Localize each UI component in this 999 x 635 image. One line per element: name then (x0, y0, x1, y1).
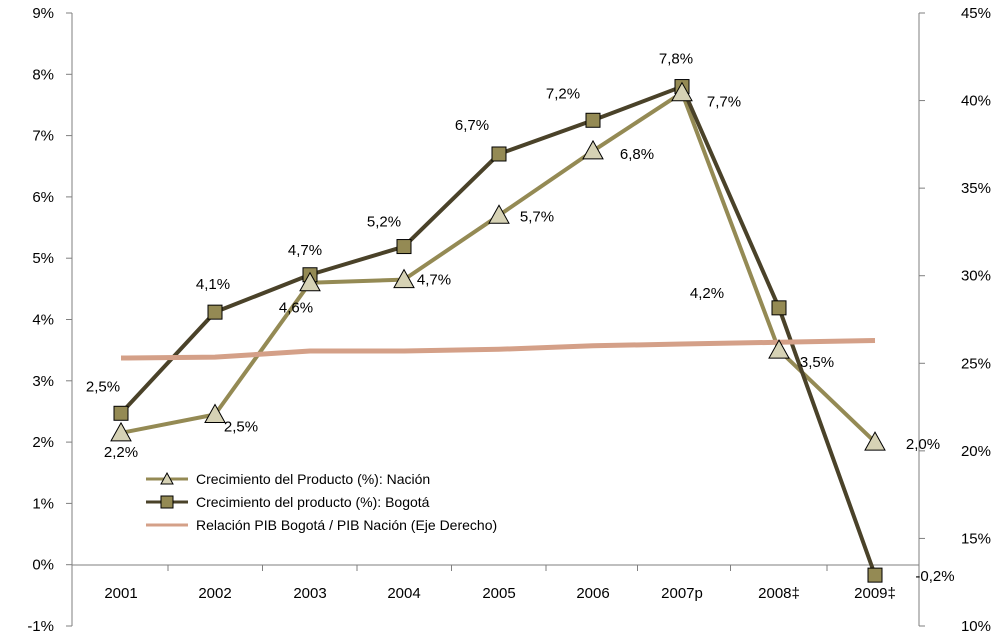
left-tick-label: 2% (32, 434, 54, 451)
bogota-data-label: 4,2% (690, 285, 724, 302)
nacion-marker (110, 421, 132, 442)
x-tick-label: 2006 (576, 585, 609, 602)
nacion-marker (204, 403, 226, 424)
legend-square-marker (160, 495, 174, 509)
legend: Crecimiento del Producto (%): Nación Cre… (146, 471, 497, 533)
right-tick-label: 30% (961, 268, 991, 285)
x-tick-label: 2009‡ (854, 585, 896, 602)
left-tick-label: -1% (27, 618, 54, 635)
x-tick-label: 2001 (104, 585, 137, 602)
right-tick-label: 15% (961, 530, 991, 547)
nacion-marker (864, 431, 886, 451)
left-tick-label: 9% (32, 5, 54, 22)
legend-item-bogota: Crecimiento del producto (%): Bogotá (146, 494, 430, 510)
nacion-marker (488, 204, 510, 224)
right-tick-label: 25% (961, 355, 991, 372)
legend-triangle-marker (160, 471, 174, 485)
bogota-data-label: 5,2% (367, 214, 401, 231)
nacion-marker (582, 139, 604, 160)
right-tick-label: 40% (961, 93, 991, 110)
nacion-data-label: 2,0% (906, 436, 940, 453)
bogota-marker (771, 300, 787, 316)
left-tick-label: 1% (32, 495, 54, 512)
right-axis-ticks: 10% 15% 20% 25% 30% 35% 40% 45% (919, 5, 991, 635)
legend-item-relacion: Relación PIB Bogotá / PIB Nación (Eje De… (146, 517, 497, 533)
x-tick-label: 2008‡ (758, 585, 800, 602)
bogota-data-label: 4,7% (288, 242, 322, 259)
right-tick-label: 20% (961, 443, 991, 460)
right-tick-label: 10% (961, 618, 991, 635)
bogota-marker (207, 304, 223, 320)
bogota-data-label: -0,2% (915, 568, 954, 585)
series-line-2 (120, 338, 876, 361)
bogota-marker (491, 146, 507, 162)
nacion-data-label: 3,5% (800, 354, 834, 371)
legend-item-nacion: Crecimiento del Producto (%): Nación (146, 471, 430, 487)
x-tick-label: 2005 (482, 585, 515, 602)
left-tick-label: 7% (32, 128, 54, 145)
bogota-data-label: 4,1% (196, 276, 230, 293)
left-tick-label: 3% (32, 373, 54, 390)
x-tick-label: 2004 (387, 585, 420, 602)
bogota-data-label: 6,7% (455, 117, 489, 134)
legend-label-bogota: Crecimiento del producto (%): Bogotá (196, 494, 430, 510)
bogota-data-label: 7,8% (659, 51, 693, 68)
nacion-data-label: 2,2% (104, 444, 138, 461)
bogota-marker (113, 405, 129, 421)
bogota-data-label: 2,5% (86, 378, 120, 395)
left-tick-label: 5% (32, 250, 54, 267)
bogota-marker (396, 239, 412, 255)
right-tick-label: 35% (961, 180, 991, 197)
bogota-marker (585, 112, 601, 128)
x-tick-label: 2002 (198, 585, 231, 602)
nacion-marker (768, 339, 790, 359)
left-axis-ticks: -1% 0% 1% 2% 3% 4% 5% 6% 7% 8% 9% (27, 5, 72, 635)
axes (71, 13, 920, 626)
nacion-data-label: 2,5% (224, 419, 258, 436)
nacion-marker (393, 268, 415, 289)
left-tick-label: 6% (32, 189, 54, 206)
nacion-data-label: 5,7% (520, 208, 554, 225)
nacion-marker (671, 81, 693, 102)
left-tick-label: 4% (32, 312, 54, 329)
legend-label-relacion: Relación PIB Bogotá / PIB Nación (Eje De… (196, 517, 497, 533)
nacion-data-label: 4,7% (417, 272, 451, 289)
nacion-data-label: 6,8% (620, 146, 654, 163)
legend-label-nacion: Crecimiento del Producto (%): Nación (196, 471, 430, 487)
right-tick-label: 45% (961, 5, 991, 22)
data-labels: 2,2% 2,5% 4,6% 4,7% 5,7% 6,8% 7,7% 3,5% 2,0% 2,5%… (86, 51, 955, 586)
bogota-marker (867, 567, 883, 583)
x-tick-label: 2007p (661, 585, 703, 602)
nacion-data-label: 4,6% (279, 300, 313, 317)
x-axis-ticks: 2001 2002 2003 2004 2005 2006 2007p 2008‡ 2009‡ (71, 565, 920, 602)
nacion-marker (299, 271, 321, 292)
nacion-data-label: 7,7% (707, 94, 741, 111)
x-tick-label: 2003 (293, 585, 326, 602)
left-tick-label: 8% (32, 66, 54, 83)
bogota-data-label: 7,2% (546, 85, 580, 102)
left-tick-label: 0% (32, 557, 54, 574)
series-layer (110, 79, 886, 583)
